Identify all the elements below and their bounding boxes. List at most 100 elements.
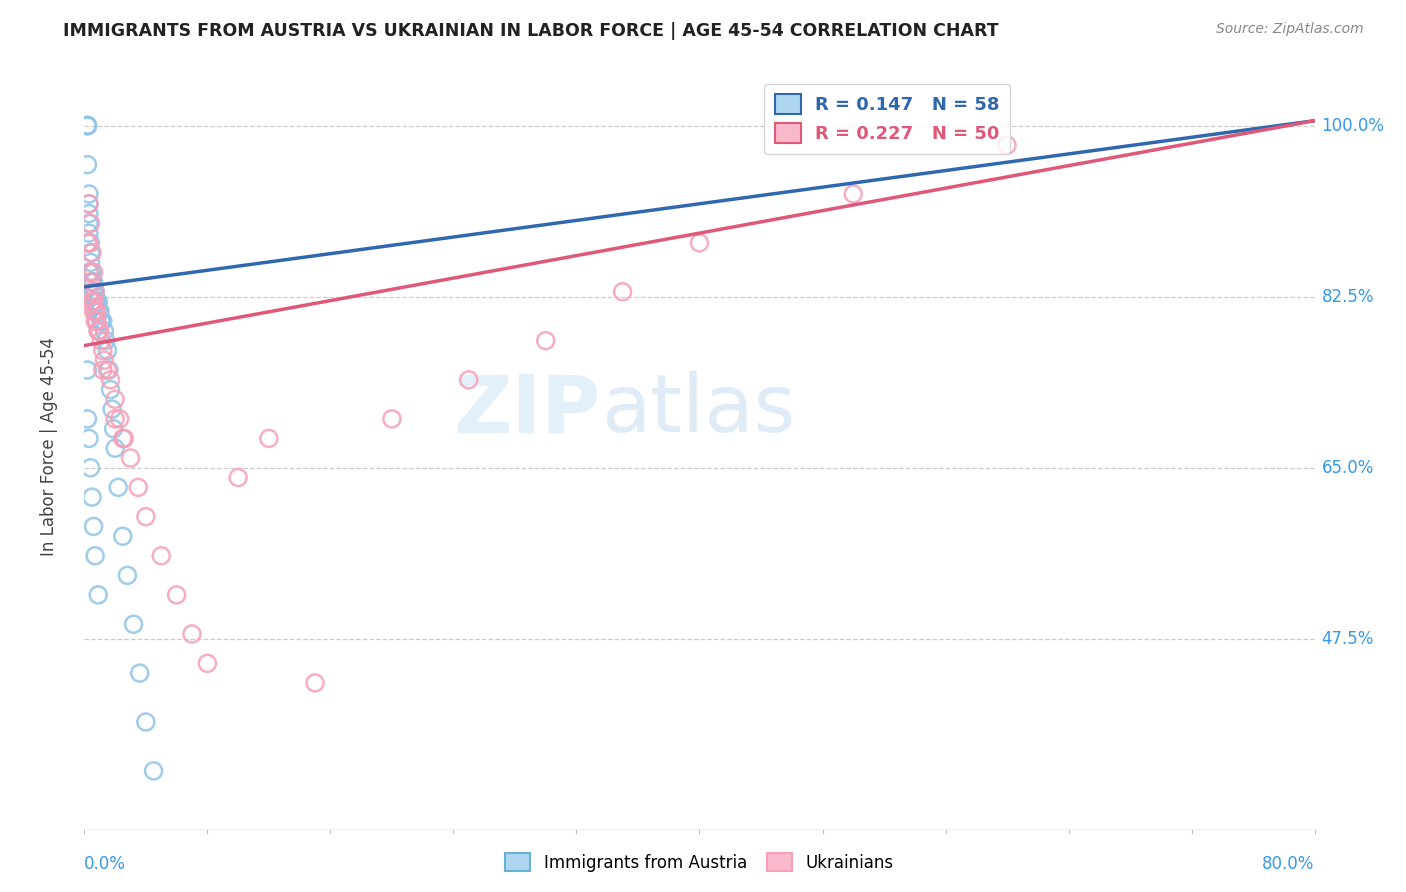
Point: [101, 402, 124, 417]
Point: [79, 235, 101, 250]
Point: [93, 353, 115, 368]
Point: [76, 119, 98, 133]
Point: [127, 480, 149, 494]
Point: [135, 509, 157, 524]
Point: [89, 304, 111, 318]
Point: [83, 265, 105, 279]
Point: [90, 334, 112, 348]
Point: [96, 343, 118, 358]
Point: [79, 265, 101, 279]
Point: [90, 314, 112, 328]
Point: [689, 235, 711, 250]
Point: [79, 460, 101, 475]
Point: [150, 549, 173, 563]
Point: [166, 588, 188, 602]
Point: [90, 314, 112, 328]
Point: [84, 294, 107, 309]
Point: [104, 412, 127, 426]
Point: [83, 285, 105, 299]
Point: [83, 519, 105, 533]
Point: [79, 245, 101, 260]
Point: [91, 314, 114, 328]
Text: 47.5%: 47.5%: [1322, 630, 1374, 648]
Point: [111, 529, 134, 543]
Point: [87, 324, 110, 338]
Point: [80, 294, 103, 309]
Point: [108, 412, 131, 426]
Text: ZIP: ZIP: [454, 371, 602, 449]
Point: [86, 314, 108, 328]
Text: 100.0%: 100.0%: [1322, 117, 1385, 135]
Point: [91, 363, 114, 377]
Point: [128, 666, 150, 681]
Point: [79, 216, 101, 230]
Point: [257, 432, 280, 446]
Point: [87, 294, 110, 309]
Point: [104, 442, 127, 455]
Legend: Immigrants from Austria, Ukrainians: Immigrants from Austria, Ukrainians: [499, 847, 900, 879]
Point: [112, 432, 135, 446]
Point: [77, 216, 100, 230]
Point: [84, 304, 107, 318]
Point: [76, 119, 98, 133]
Point: [77, 235, 100, 250]
Point: [77, 432, 100, 446]
Point: [80, 265, 103, 279]
Point: [84, 549, 107, 563]
Point: [80, 490, 103, 504]
Point: [77, 206, 100, 220]
Point: [93, 324, 115, 338]
Point: [142, 764, 165, 778]
Point: [457, 373, 479, 387]
Point: [79, 275, 101, 289]
Point: [86, 314, 108, 328]
Point: [117, 568, 139, 582]
Point: [304, 676, 326, 690]
Point: [87, 588, 110, 602]
Point: [80, 245, 103, 260]
Point: [77, 265, 100, 279]
Point: [80, 275, 103, 289]
Point: [79, 255, 101, 269]
Point: [612, 285, 634, 299]
Text: In Labor Force | Age 45-54: In Labor Force | Age 45-54: [41, 336, 58, 556]
Point: [86, 304, 108, 318]
Point: [122, 617, 145, 632]
Text: 82.5%: 82.5%: [1322, 288, 1374, 306]
Point: [89, 304, 111, 318]
Point: [107, 480, 129, 494]
Point: [84, 285, 107, 299]
Point: [135, 714, 157, 729]
Point: [76, 235, 98, 250]
Point: [84, 285, 107, 299]
Point: [86, 294, 108, 309]
Point: [76, 158, 98, 172]
Text: Source: ZipAtlas.com: Source: ZipAtlas.com: [1216, 22, 1364, 37]
Point: [96, 363, 118, 377]
Point: [84, 285, 107, 299]
Point: [83, 304, 105, 318]
Point: [103, 422, 125, 436]
Point: [80, 275, 103, 289]
Point: [80, 294, 103, 309]
Point: [181, 627, 204, 641]
Point: [76, 119, 98, 133]
Point: [197, 657, 219, 671]
Point: [86, 294, 108, 309]
Point: [995, 138, 1018, 153]
Point: [84, 294, 107, 309]
Point: [83, 285, 105, 299]
Point: [83, 275, 105, 289]
Point: [100, 383, 122, 397]
Point: [76, 412, 98, 426]
Point: [76, 119, 98, 133]
Point: [76, 363, 98, 377]
Point: [94, 334, 117, 348]
Point: [87, 324, 110, 338]
Point: [91, 343, 114, 358]
Point: [111, 432, 134, 446]
Text: 80.0%: 80.0%: [1263, 855, 1315, 872]
Point: [86, 294, 108, 309]
Point: [104, 392, 127, 407]
Text: IMMIGRANTS FROM AUSTRIA VS UKRAINIAN IN LABOR FORCE | AGE 45-54 CORRELATION CHAR: IMMIGRANTS FROM AUSTRIA VS UKRAINIAN IN …: [63, 22, 998, 40]
